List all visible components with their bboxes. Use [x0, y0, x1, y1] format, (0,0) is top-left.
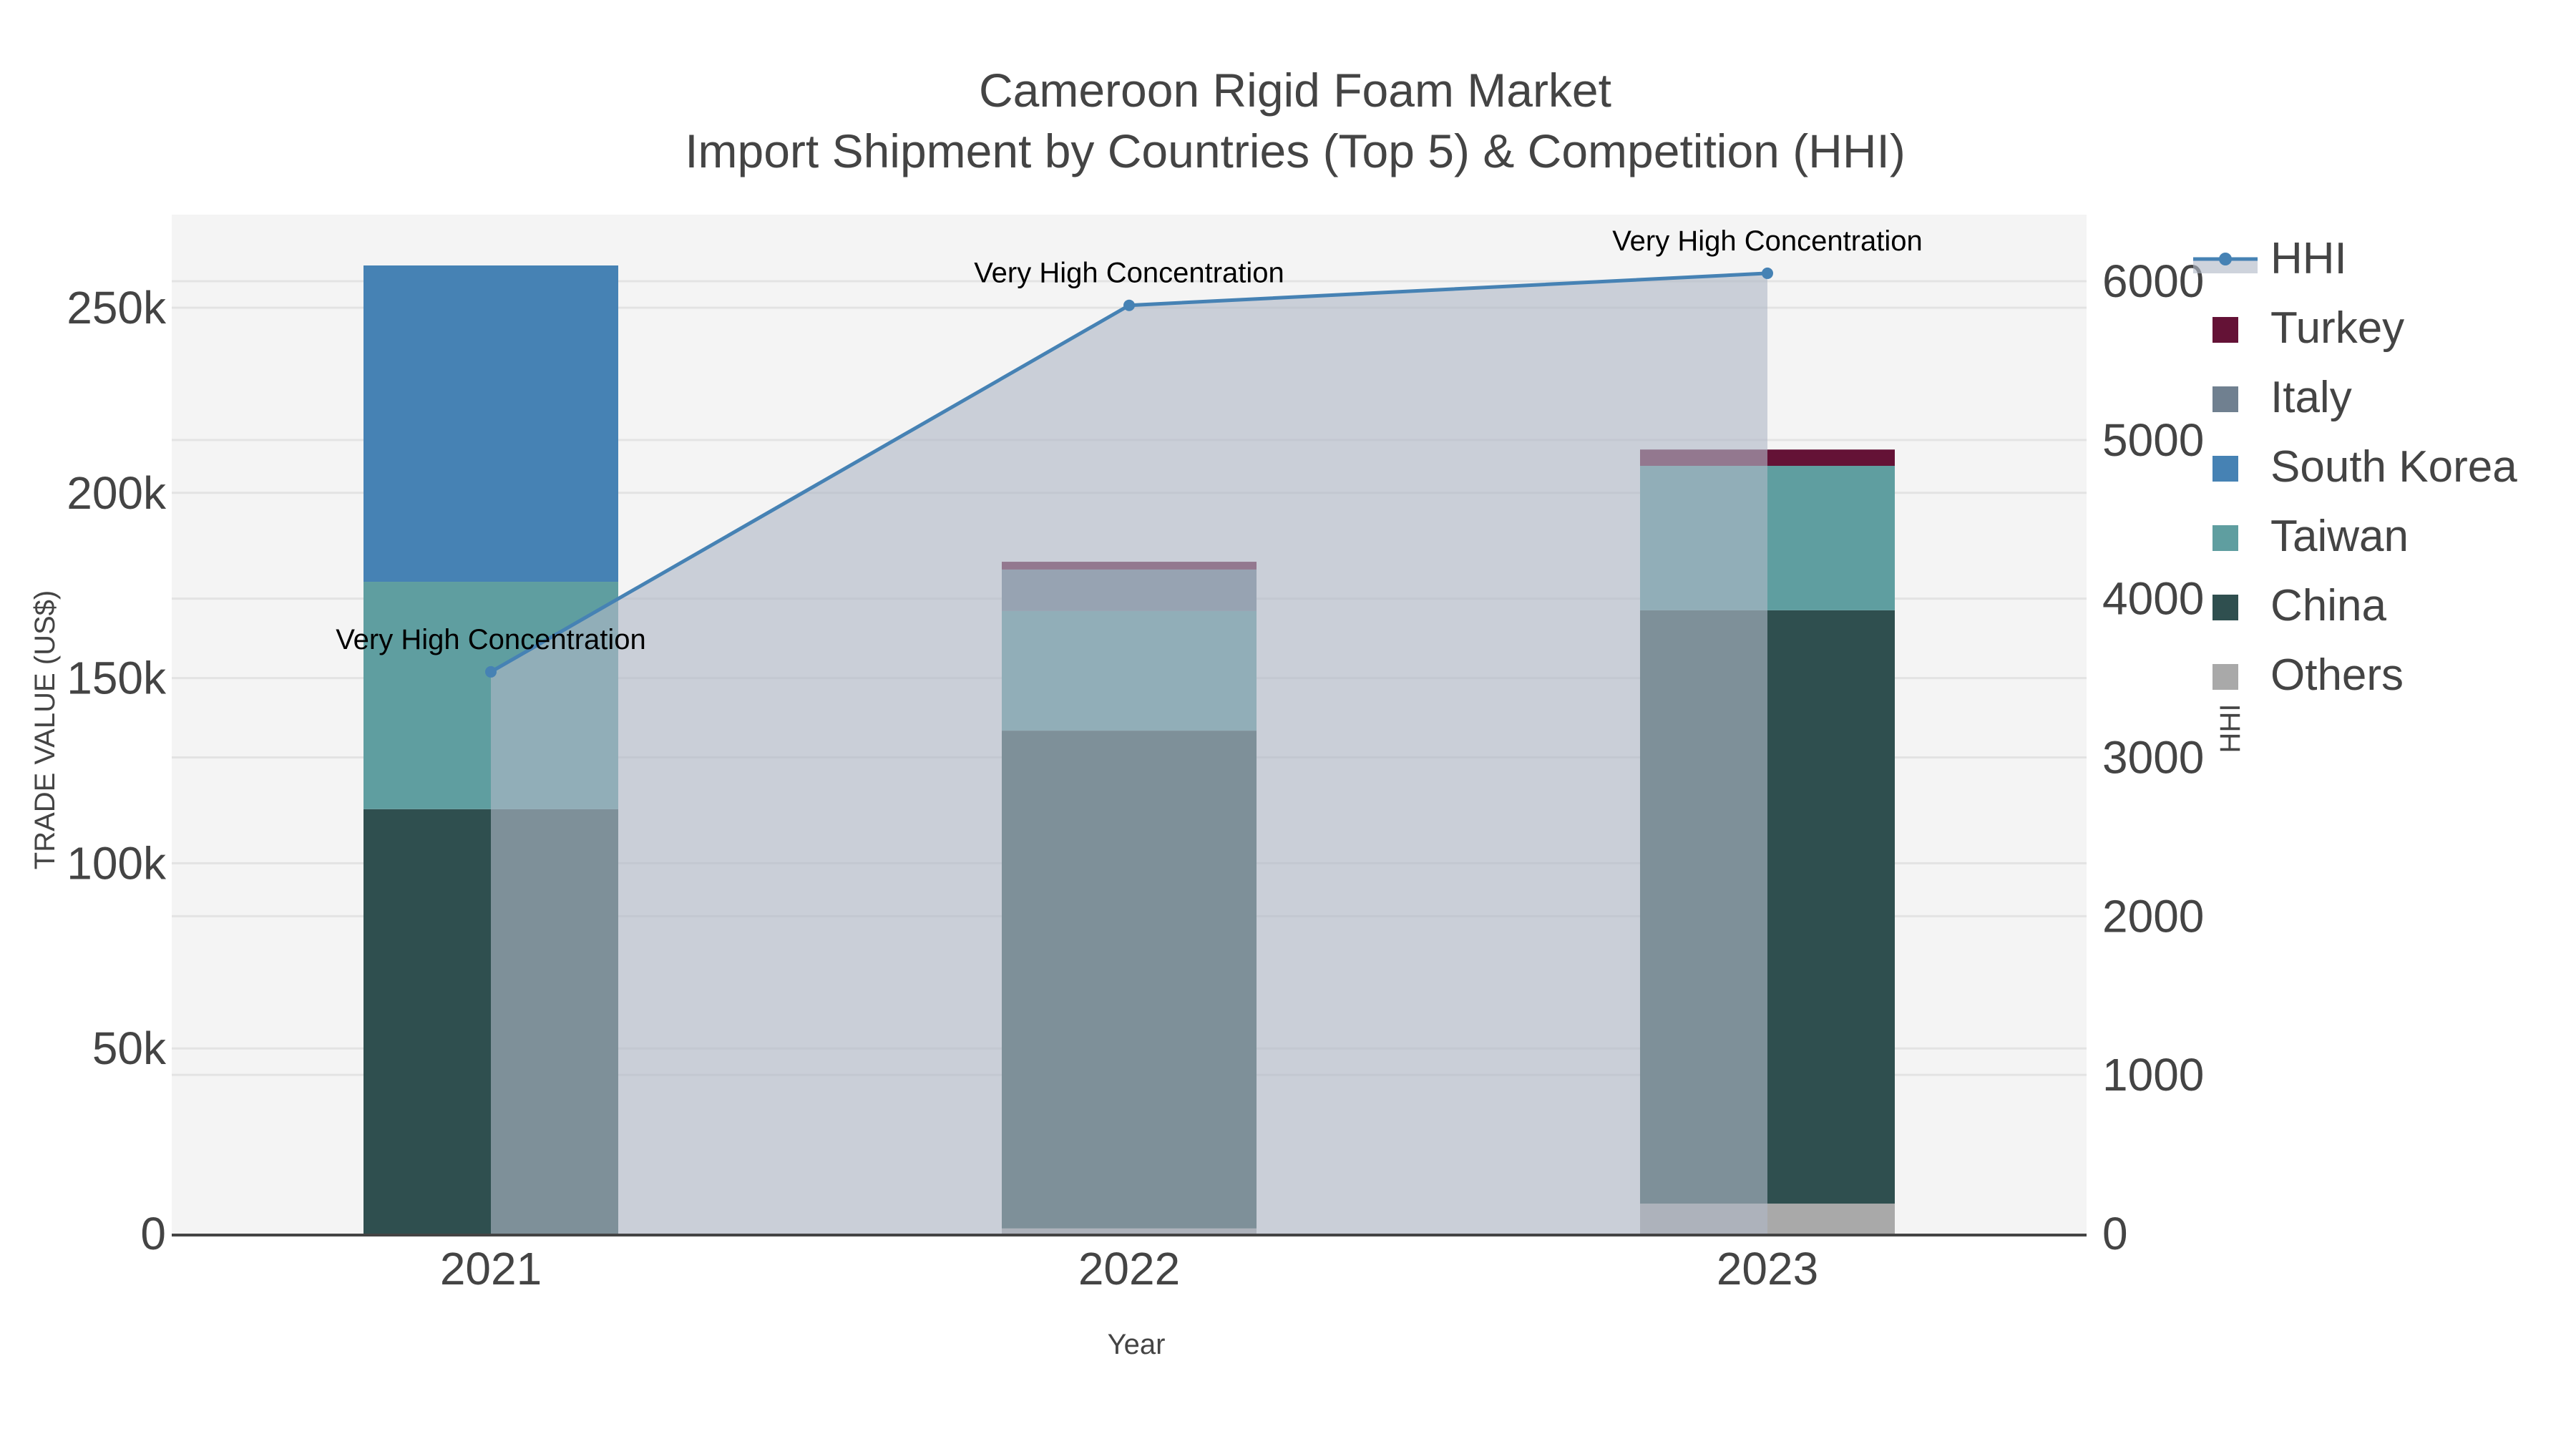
square-swatch-icon — [2212, 386, 2238, 412]
y-right-tick-label: 4000 — [2102, 573, 2204, 625]
y-right-tick-label: 1000 — [2102, 1049, 2204, 1101]
legend-item-china[interactable]: China — [2190, 577, 2576, 642]
x-tick-label: 2023 — [1717, 1243, 1818, 1294]
y-right-tick-label: 0 — [2102, 1208, 2128, 1259]
x-tick-label: 2021 — [440, 1243, 542, 1294]
legend-item-hhi[interactable]: HHI — [2190, 230, 2576, 295]
legend-label: South Korea — [2270, 442, 2517, 492]
legend-label: HHI — [2270, 234, 2347, 283]
y-right-tick-label: 5000 — [2102, 414, 2204, 466]
y-left-tick-label: 150k — [67, 653, 167, 704]
hhi-annotation: Very High Concentration — [336, 624, 646, 655]
chart-title: Cameroon Rigid Foam Market — [979, 64, 1611, 117]
legend-item-others[interactable]: Others — [2190, 647, 2576, 711]
x-axis-title: Year — [1108, 1329, 1166, 1360]
y-left-tick-label: 250k — [67, 282, 167, 333]
legend-label: China — [2270, 581, 2386, 630]
y-right-tick-label: 6000 — [2102, 255, 2204, 307]
y-right-axis-title: HHI — [2215, 704, 2246, 753]
square-swatch-icon — [2212, 664, 2238, 690]
hhi-area — [491, 273, 1767, 1234]
y-left-axis-title: TRADE VALUE (US$) — [29, 590, 61, 869]
legend-item-italy[interactable]: Italy — [2190, 369, 2576, 434]
bar-segment-south-korea[interactable] — [364, 265, 618, 582]
square-swatch-icon — [2212, 456, 2238, 482]
y-left-tick-label: 0 — [140, 1208, 166, 1259]
hhi-annotation: Very High Concentration — [974, 258, 1284, 289]
legend-label: Others — [2270, 650, 2404, 700]
chart-subtitle: Import Shipment by Countries (Top 5) & C… — [685, 125, 1906, 177]
y-left-tick-label: 200k — [67, 467, 167, 519]
square-swatch-icon — [2212, 317, 2238, 343]
legend-item-taiwan[interactable]: Taiwan — [2190, 508, 2576, 572]
hhi-marker[interactable] — [485, 665, 497, 678]
line-marker-icon — [2193, 253, 2258, 273]
square-swatch-icon — [2212, 595, 2238, 620]
legend-item-turkey[interactable]: Turkey — [2190, 300, 2576, 364]
legend-label: Taiwan — [2270, 512, 2409, 561]
y-right-tick-label: 3000 — [2102, 732, 2204, 784]
hhi-marker[interactable] — [1123, 299, 1135, 311]
x-tick-label: 2022 — [1078, 1243, 1180, 1294]
y-right-tick-label: 2000 — [2102, 890, 2204, 942]
legend-label: Italy — [2270, 373, 2352, 422]
hhi-marker[interactable] — [1762, 267, 1773, 279]
y-left-tick-label: 100k — [67, 837, 167, 889]
y-left-tick-label: 50k — [92, 1023, 167, 1074]
legend-label: Turkey — [2270, 303, 2405, 353]
hhi-annotation: Very High Concentration — [1612, 225, 1923, 257]
square-swatch-icon — [2212, 525, 2238, 551]
legend-item-south-korea[interactable]: South Korea — [2190, 439, 2576, 503]
